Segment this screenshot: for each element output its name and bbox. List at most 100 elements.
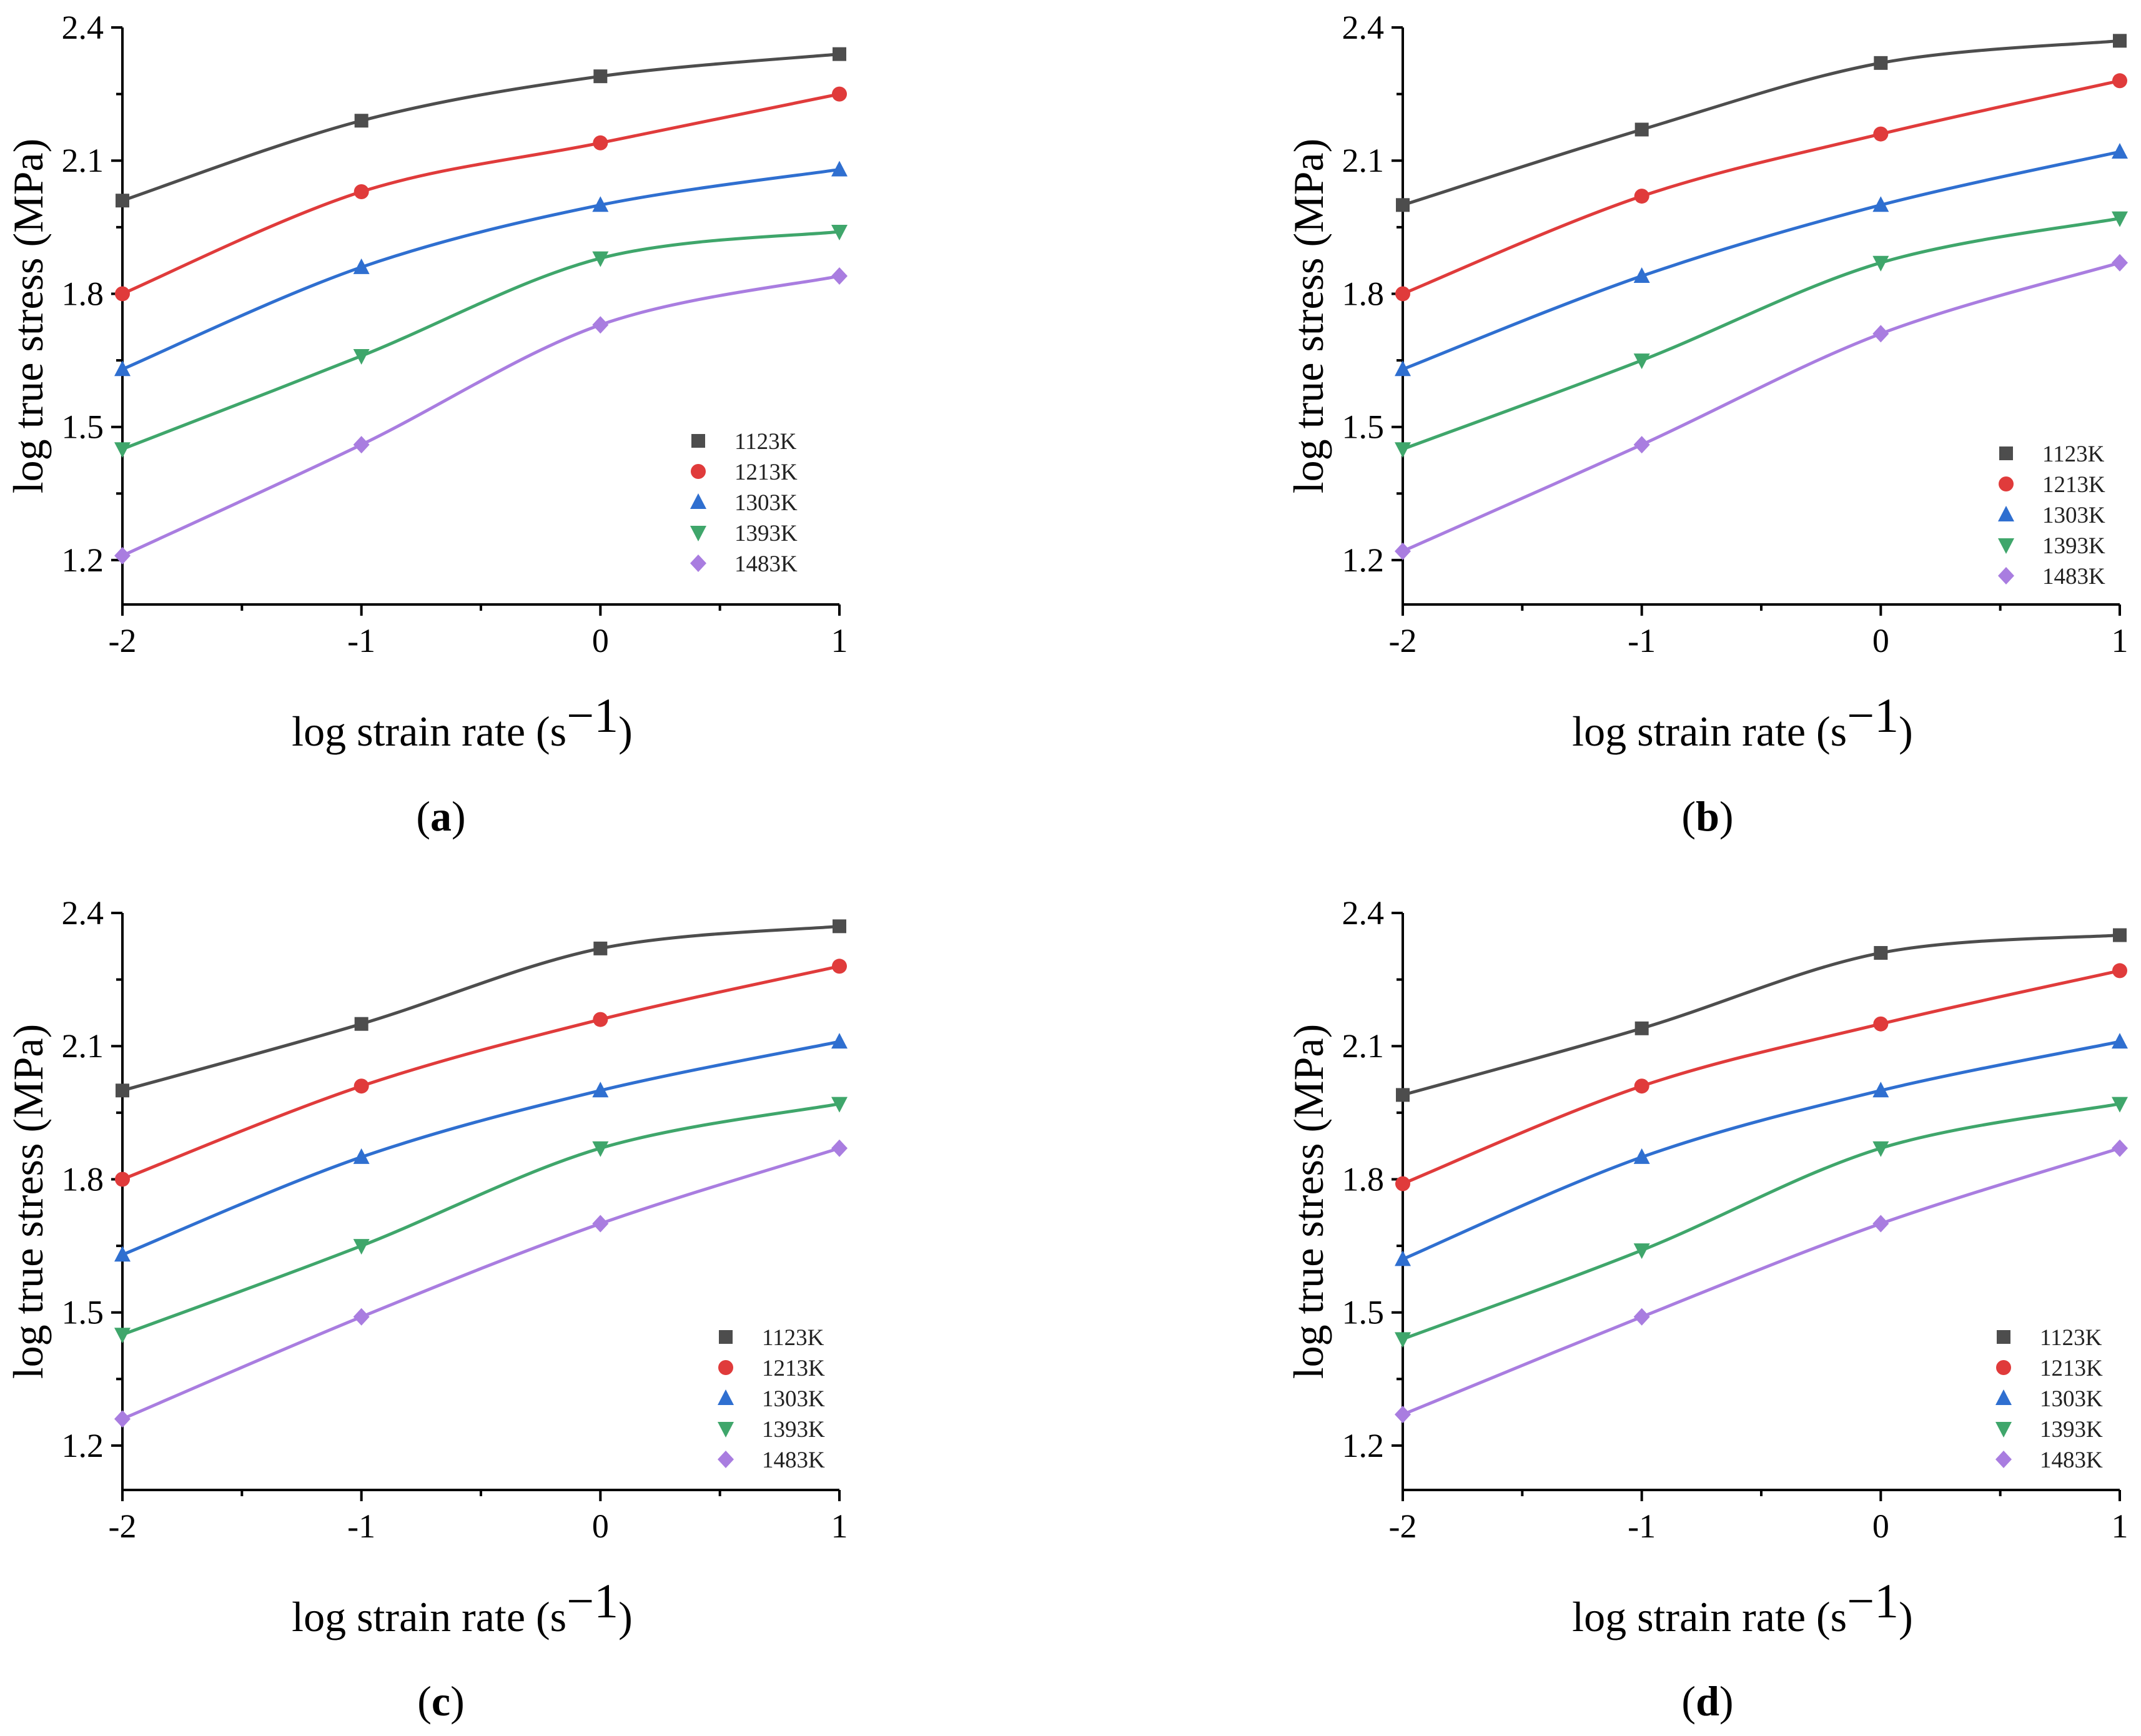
data-point-1303K bbox=[592, 1082, 609, 1098]
data-point-1213K bbox=[1395, 1176, 1410, 1191]
legend-label: 1213K bbox=[2042, 472, 2105, 498]
data-point-1123K bbox=[1634, 1021, 1649, 1035]
data-point-1303K bbox=[1633, 267, 1650, 284]
x-axis-title: log strain rate (s−1) bbox=[1572, 1574, 1913, 1640]
legend-marker-1213K bbox=[1996, 1360, 2011, 1375]
x-tick-label: 0 bbox=[592, 1507, 609, 1545]
legend-marker-1123K bbox=[1999, 446, 2013, 460]
data-point-1483K bbox=[1872, 325, 1889, 343]
data-point-1213K bbox=[1873, 126, 1889, 142]
legend-label: 1483K bbox=[762, 1447, 825, 1473]
data-point-1483K bbox=[831, 1139, 848, 1157]
data-point-1303K bbox=[1395, 1250, 1411, 1266]
y-tick-label: 1.2 bbox=[1342, 1427, 1385, 1464]
legend: 1123K 1213K 1303K 1393K 1483K bbox=[1995, 1325, 2103, 1473]
data-point-1393K bbox=[831, 1097, 848, 1113]
data-point-1123K bbox=[1396, 198, 1410, 212]
panel-caption: (c) bbox=[417, 1677, 465, 1725]
data-point-1393K bbox=[2112, 1097, 2128, 1113]
x-tick-label: 0 bbox=[1872, 622, 1889, 659]
series-line-1123K bbox=[1402, 39, 2120, 207]
y-tick-label: 1.8 bbox=[1342, 275, 1385, 312]
data-point-1213K bbox=[354, 184, 369, 199]
data-point-1213K bbox=[1634, 189, 1649, 204]
data-point-1303K bbox=[114, 360, 131, 377]
x-tick-label: -2 bbox=[109, 622, 137, 659]
data-point-1393K bbox=[1633, 1243, 1650, 1260]
series-line-1213K bbox=[122, 964, 840, 1181]
data-point-1303K bbox=[1633, 1148, 1650, 1164]
legend-label: 1483K bbox=[2042, 564, 2105, 589]
data-point-1483K bbox=[1633, 1308, 1650, 1326]
data-point-1393K bbox=[353, 1239, 370, 1255]
legend-marker-1213K bbox=[691, 464, 706, 479]
data-point-1483K bbox=[831, 267, 848, 285]
x-tick-label: -1 bbox=[1628, 622, 1656, 659]
series-line-1483K bbox=[121, 274, 840, 558]
legend-marker-1213K bbox=[1999, 476, 2014, 491]
y-tick-label: 1.5 bbox=[1342, 1294, 1385, 1331]
series-line-1393K bbox=[1402, 217, 2120, 451]
y-tick-label: 2.1 bbox=[1342, 142, 1385, 179]
data-point-1303K bbox=[353, 1148, 370, 1164]
y-tick-label: 2.4 bbox=[62, 894, 104, 932]
legend-label: 1213K bbox=[762, 1356, 825, 1381]
y-tick-label: 2.1 bbox=[62, 1027, 104, 1065]
x-tick-label: -2 bbox=[109, 1507, 137, 1545]
legend-label: 1123K bbox=[2040, 1325, 2102, 1351]
series-line-1213K bbox=[1402, 79, 2120, 295]
data-point-1393K bbox=[1872, 255, 1889, 272]
series-line-1123K bbox=[1402, 934, 2120, 1097]
x-axis-title: log strain rate (s−1) bbox=[1572, 688, 1913, 755]
data-point-1483K bbox=[592, 1215, 609, 1233]
data-point-1393K bbox=[1395, 1332, 1411, 1348]
legend-marker-1123K bbox=[691, 434, 705, 448]
legend-label: 1213K bbox=[734, 460, 798, 485]
data-point-1213K bbox=[2112, 963, 2127, 979]
x-axis-title: log strain rate (s−1) bbox=[292, 1574, 633, 1640]
x-tick-label: 0 bbox=[592, 622, 609, 659]
panel-caption: (d) bbox=[1681, 1677, 1733, 1725]
data-point-1123K bbox=[833, 47, 846, 61]
series-line-1213K bbox=[1402, 969, 2120, 1185]
data-point-1213K bbox=[354, 1078, 369, 1094]
series-line-1393K bbox=[122, 1102, 840, 1336]
data-point-1123K bbox=[2113, 34, 2127, 48]
data-point-1123K bbox=[116, 194, 129, 208]
data-point-1123K bbox=[1396, 1088, 1410, 1102]
series-line-1303K bbox=[1402, 150, 2120, 371]
x-tick-label: -2 bbox=[1389, 1507, 1417, 1545]
data-point-1483K bbox=[353, 436, 370, 454]
data-point-1393K bbox=[2112, 211, 2128, 227]
legend-label: 1393K bbox=[2040, 1417, 2103, 1443]
data-point-1213K bbox=[115, 286, 130, 302]
data-point-1303K bbox=[2112, 143, 2128, 159]
data-point-1213K bbox=[1634, 1078, 1649, 1094]
data-point-1123K bbox=[354, 114, 368, 128]
data-point-1303K bbox=[353, 258, 370, 274]
x-axis-title: log strain rate (s−1) bbox=[292, 688, 633, 755]
data-point-1213K bbox=[832, 86, 847, 102]
y-axis-title: log true stress (MPa) bbox=[1285, 139, 1332, 493]
legend-label: 1123K bbox=[762, 1325, 824, 1351]
data-point-1303K bbox=[114, 1246, 131, 1262]
data-point-1483K bbox=[353, 1308, 370, 1326]
data-point-1123K bbox=[593, 69, 608, 84]
data-point-1213K bbox=[832, 959, 847, 974]
y-tick-label: 1.5 bbox=[1342, 408, 1385, 446]
series-line-1393K bbox=[1402, 1102, 2120, 1341]
legend: 1123K 1213K 1303K 1393K 1483K bbox=[1998, 441, 2105, 589]
x-tick-label: -1 bbox=[347, 622, 375, 659]
legend-label: 1303K bbox=[762, 1386, 825, 1412]
data-point-1393K bbox=[592, 251, 609, 267]
data-point-1123K bbox=[1874, 56, 1888, 70]
series-line-1303K bbox=[122, 1040, 840, 1256]
data-point-1393K bbox=[1395, 442, 1411, 458]
x-tick-label: 1 bbox=[831, 622, 848, 659]
legend-marker-1303K bbox=[690, 493, 706, 509]
legend-marker-1123K bbox=[719, 1330, 733, 1344]
data-point-1483K bbox=[1395, 542, 1411, 560]
data-point-1393K bbox=[114, 1328, 131, 1344]
y-tick-label: 2.4 bbox=[62, 9, 104, 46]
